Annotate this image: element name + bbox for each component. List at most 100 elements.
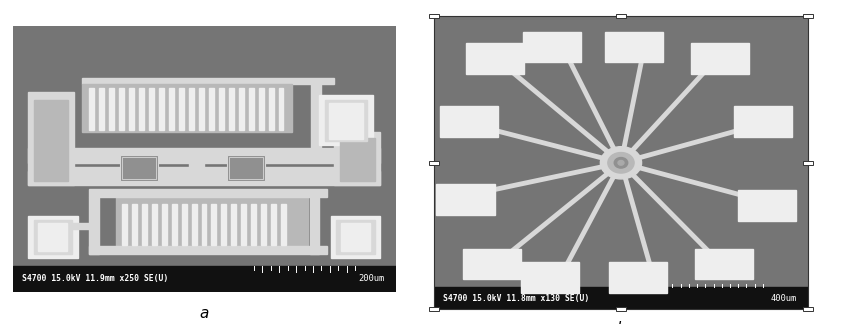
Bar <box>129 88 134 130</box>
Bar <box>149 88 154 130</box>
Bar <box>99 88 104 130</box>
Bar <box>440 106 498 137</box>
Bar <box>82 78 334 84</box>
Bar <box>341 223 370 251</box>
Bar <box>466 43 525 74</box>
Bar <box>159 88 164 130</box>
Bar <box>803 14 813 18</box>
Bar <box>34 100 68 181</box>
Bar <box>109 88 115 130</box>
Bar <box>28 216 77 259</box>
Bar <box>803 307 813 311</box>
Text: b: b <box>616 321 626 324</box>
Bar <box>139 88 144 130</box>
Bar <box>201 204 206 245</box>
Bar <box>271 204 276 245</box>
Bar <box>325 100 367 142</box>
Bar <box>132 204 136 245</box>
Bar <box>328 103 363 139</box>
Bar <box>429 14 439 18</box>
Bar <box>734 106 792 137</box>
Bar <box>605 32 663 63</box>
Bar <box>738 190 797 221</box>
Bar <box>89 247 327 254</box>
Bar <box>169 88 174 130</box>
Bar <box>261 204 266 245</box>
Bar <box>434 287 808 309</box>
Bar <box>179 88 184 130</box>
Bar <box>89 88 94 130</box>
Bar <box>120 155 158 180</box>
Bar <box>258 88 264 130</box>
Bar <box>803 161 813 165</box>
Text: 400um: 400um <box>770 294 797 303</box>
Bar <box>122 204 127 245</box>
Bar <box>616 14 626 18</box>
Bar <box>691 43 749 74</box>
Bar <box>191 204 196 245</box>
Bar <box>38 223 67 251</box>
Bar <box>211 204 216 245</box>
Bar <box>319 95 373 145</box>
Bar <box>229 157 263 179</box>
Circle shape <box>618 160 624 165</box>
Bar <box>523 32 581 63</box>
Bar <box>162 204 167 245</box>
Text: S4700 15.0kV 11.8mm x130 SE(U): S4700 15.0kV 11.8mm x130 SE(U) <box>443 294 589 303</box>
Bar <box>141 204 147 245</box>
Bar <box>74 176 334 179</box>
Bar <box>221 204 226 245</box>
Bar <box>28 171 381 185</box>
Bar <box>310 197 319 254</box>
Bar <box>227 155 265 180</box>
Bar <box>312 79 321 151</box>
Bar <box>334 132 381 185</box>
Bar <box>34 220 72 254</box>
Bar <box>429 161 439 165</box>
Bar <box>520 262 578 293</box>
Bar <box>434 16 808 309</box>
Circle shape <box>614 157 628 168</box>
Bar <box>74 171 334 174</box>
Bar <box>242 204 247 245</box>
Bar <box>232 204 237 245</box>
Bar <box>189 88 194 130</box>
Bar <box>462 249 520 279</box>
Bar <box>55 223 89 229</box>
Bar <box>695 249 753 279</box>
Bar <box>616 307 626 311</box>
Bar <box>28 92 74 185</box>
Bar <box>152 204 157 245</box>
Text: S4700 15.0kV 11.9mm x250 SE(U): S4700 15.0kV 11.9mm x250 SE(U) <box>22 274 168 284</box>
Bar <box>609 262 667 293</box>
Bar <box>436 184 494 215</box>
Text: 200um: 200um <box>358 274 384 284</box>
Bar <box>279 88 284 130</box>
Bar <box>89 197 99 254</box>
Bar <box>13 266 396 292</box>
Bar <box>116 193 307 247</box>
Bar <box>219 88 224 130</box>
Bar <box>199 88 204 130</box>
Bar <box>248 88 253 130</box>
Bar <box>269 88 274 130</box>
Bar <box>189 151 205 183</box>
Bar <box>429 307 439 311</box>
Bar <box>172 204 177 245</box>
Bar <box>238 88 243 130</box>
Bar <box>251 204 256 245</box>
Bar <box>331 216 381 259</box>
Bar <box>28 148 381 163</box>
Bar <box>209 88 214 130</box>
Bar <box>340 137 375 181</box>
Bar <box>336 220 375 254</box>
Text: a: a <box>200 306 209 321</box>
Bar <box>82 84 292 132</box>
Bar <box>122 157 156 179</box>
Bar <box>74 167 334 170</box>
Circle shape <box>600 147 642 179</box>
Bar <box>182 204 187 245</box>
Bar <box>119 88 124 130</box>
Bar <box>281 204 286 245</box>
Circle shape <box>608 153 634 173</box>
